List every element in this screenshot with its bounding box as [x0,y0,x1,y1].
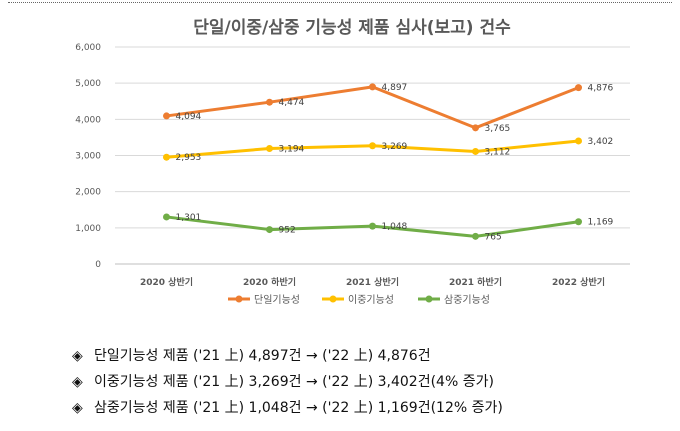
legend-marker [235,295,243,303]
legend-label: 단일기능성 [254,294,300,306]
y-tick-label: 0 [95,260,101,270]
series-3: 1,301 952 1,048 765 1,169 [163,213,614,242]
data-label: 3,402 [588,137,614,147]
data-label: 765 [485,232,502,242]
data-label: 3,194 [279,144,305,154]
data-point [472,232,479,240]
y-tick-label: 3,000 [75,152,101,162]
legend-label: 삼중기능성 [444,294,490,306]
diamond-bullet-icon: ◈ [72,400,83,416]
x-category-label: 2020 하반기 [243,276,296,288]
note-text: 단일기능성 제품 ('21 上) 4,897건 → ('22 上) 4,876건 [94,348,431,364]
note-item: ◈ 삼중기능성 제품 ('21 上) 1,048건 → ('22 上) 1,169… [72,395,503,421]
data-label: 3,112 [485,147,511,157]
data-point [472,147,479,155]
y-axis-ticks: 0 1,000 2,000 3,000 4,000 5,000 6,000 [75,43,101,270]
data-point [472,124,479,132]
x-category-label: 2021 상반기 [346,276,399,288]
x-category-label: 2022 상반기 [552,276,605,288]
top-dotted-rule [8,2,672,3]
data-label: 1,048 [382,222,408,232]
diamond-bullet-icon: ◈ [72,374,83,390]
line-chart: 단일/이중/삼중 기능성 제품 심사(보고) 건수 0 1,000 2,000 3,0… [75,18,630,306]
data-label: 952 [279,226,296,236]
data-label: 1,169 [588,218,614,228]
summary-notes: ◈ 단일기능성 제품 ('21 上) 4,897건 → ('22 上) 4,876… [72,343,503,421]
data-point [369,83,376,91]
data-point [266,98,273,106]
legend: 단일기능성 이중기능성 삼중기능성 [228,294,490,306]
chart-title: 단일/이중/삼중 기능성 제품 심사(보고) 건수 [193,18,511,38]
x-axis-categories: 2020 상반기 2020 하반기 2021 상반기 2021 하반기 2022 상반기 [140,276,605,288]
data-label: 4,474 [279,98,305,108]
data-point [163,153,170,161]
y-tick-label: 6,000 [75,43,101,53]
y-tick-label: 5,000 [75,79,101,89]
x-category-label: 2020 상반기 [140,276,193,288]
legend-label: 이중기능성 [348,294,394,306]
data-label: 4,897 [382,83,408,93]
data-point [266,144,273,152]
y-tick-label: 1,000 [75,224,101,234]
data-point [266,226,273,234]
data-label: 4,876 [588,84,614,94]
legend-marker [329,295,337,303]
x-category-label: 2021 하반기 [449,276,502,288]
legend-marker [425,295,433,303]
data-label: 1,301 [176,213,202,223]
data-label: 3,269 [382,142,408,152]
data-point [369,142,376,150]
data-point [163,213,170,221]
data-point [369,222,376,230]
y-tick-label: 4,000 [75,115,101,125]
data-label: 2,953 [176,153,202,163]
data-point [163,112,170,120]
data-point [575,137,582,145]
series-2: 2,953 3,194 3,269 3,112 3,402 [163,137,613,163]
series-group: 4,094 4,474 4,897 3,765 4,876 2,953 3,194 3,269… [163,83,614,242]
data-label: 4,094 [176,112,202,122]
data-point [575,218,582,226]
note-text: 이중기능성 제품 ('21 上) 3,269건 → ('22 上) 3,402건… [94,374,494,390]
data-label: 3,765 [485,124,511,134]
series-line [166,85,580,130]
note-item: ◈ 이중기능성 제품 ('21 上) 3,269건 → ('22 上) 3,402… [72,369,503,395]
note-text: 삼중기능성 제품 ('21 上) 1,048건 → ('22 上) 1,169건… [94,400,503,416]
note-item: ◈ 단일기능성 제품 ('21 上) 4,897건 → ('22 上) 4,876… [72,343,503,369]
series-1: 4,094 4,474 4,897 3,765 4,876 [163,83,614,134]
data-point [575,84,582,92]
diamond-bullet-icon: ◈ [72,348,83,364]
y-tick-label: 2,000 [75,188,101,198]
